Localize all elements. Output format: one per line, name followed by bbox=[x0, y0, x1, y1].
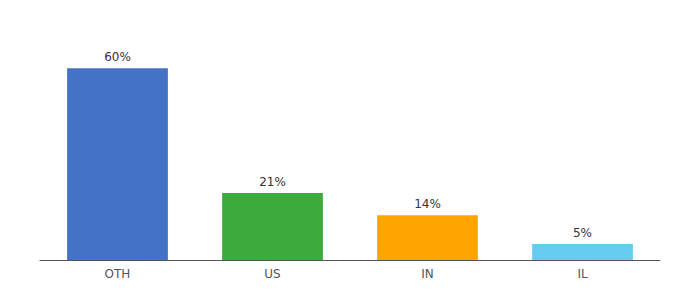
svg-text:5%: 5% bbox=[573, 226, 592, 240]
svg-text:OTH: OTH bbox=[105, 267, 131, 281]
svg-text:21%: 21% bbox=[259, 175, 286, 189]
svg-text:IN: IN bbox=[421, 267, 434, 281]
svg-text:US: US bbox=[264, 267, 280, 281]
svg-text:60%: 60% bbox=[104, 50, 131, 64]
svg-text:IL: IL bbox=[577, 267, 588, 281]
svg-text:14%: 14% bbox=[414, 197, 441, 211]
